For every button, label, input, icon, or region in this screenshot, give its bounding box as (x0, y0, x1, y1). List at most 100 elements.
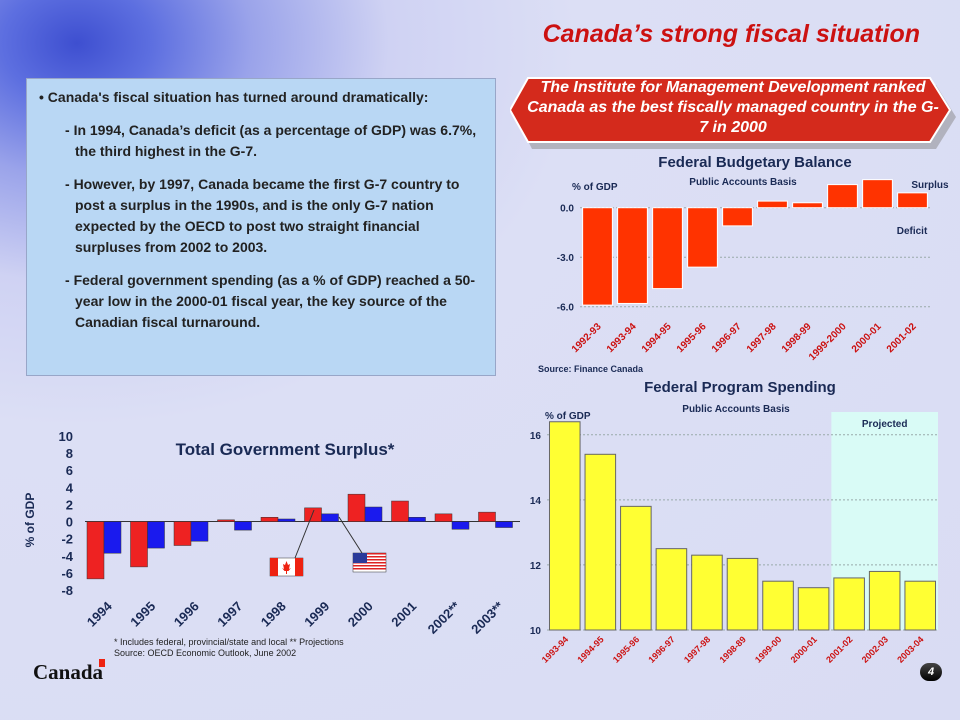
x-tick-label: 1995-96 (675, 321, 709, 355)
chart-subtitle: Public Accounts Basis (689, 177, 797, 188)
y-tick-label: 10 (59, 429, 73, 444)
bar (321, 513, 339, 522)
y-tick-label: 8 (66, 446, 73, 461)
y-tick-label: 16 (530, 431, 542, 442)
chart-title: Total Government Surplus* (176, 440, 395, 459)
subpoint: - In 1994, Canada’s deficit (as a percen… (65, 122, 477, 159)
subpoint-text: However, by 1997, Canada became the firs… (73, 176, 460, 255)
x-tick-label: 1997-98 (682, 634, 712, 664)
x-tick-label: 2001-02 (885, 321, 919, 355)
bar (304, 507, 322, 522)
total-surplus-chart: Total Government Surplus* % of GDP 10 8 6 4… (23, 429, 520, 637)
canada-flag-icon (269, 557, 304, 577)
bar (347, 493, 366, 522)
x-tick-label: 1997 (214, 599, 245, 630)
chart-subtitle: Public Accounts Basis (682, 404, 790, 415)
x-tick-label: 1995 (127, 599, 158, 630)
bar (868, 570, 901, 631)
subpoint: - Federal government spending (as a % of… (65, 272, 476, 330)
bar (862, 179, 893, 209)
x-tick-label: 1993-94 (540, 634, 570, 664)
legend-deficit: Deficit (897, 226, 928, 237)
banner-shape (510, 77, 956, 149)
bar (833, 577, 865, 631)
x-tick-label: 1999-2000 (807, 321, 849, 363)
bar (617, 207, 648, 304)
x-tick-label: 1994 (84, 598, 116, 630)
footnote-line-2: Source: OECD Economic Outlook, June 2002 (114, 648, 297, 658)
y-tick-label: -6 (61, 566, 73, 581)
bar (451, 521, 470, 530)
x-tick-label: 1993-94 (605, 321, 639, 355)
banner-text: The Institute for Management Development… (527, 79, 939, 136)
y-tick-label: 12 (530, 561, 542, 572)
y-tick-label: -2 (61, 532, 73, 547)
bar (147, 521, 165, 549)
x-tick-label: 1999-00 (753, 634, 783, 664)
y-tick-label: 14 (530, 496, 542, 507)
bar (827, 184, 858, 209)
bar (86, 521, 105, 580)
bar (234, 521, 252, 531)
x-tick-label: 2000-01 (850, 321, 884, 355)
y-axis-label: % of GDP (23, 493, 37, 548)
bar (495, 521, 513, 528)
bar (391, 500, 409, 522)
x-tick-label: 2000 (345, 599, 376, 630)
bar (762, 580, 794, 631)
x-tick-label: 2003** (468, 598, 507, 637)
x-tick-label: 1996 (171, 599, 202, 630)
bar (620, 505, 652, 631)
x-tick-label: 2002-03 (860, 634, 890, 664)
x-tick-label: 2000-01 (789, 634, 819, 664)
chart-title: Federal Program Spending (644, 379, 836, 396)
wordmark-flag-icon (99, 659, 105, 667)
summary-textbox: • Canada's fiscal situation has turned a… (26, 78, 496, 376)
y-tick-label: -3.0 (557, 253, 575, 264)
subpoint-text: Federal government spending (as a % of G… (73, 272, 476, 330)
bar (478, 511, 496, 522)
y-tick-label: -8 (61, 583, 73, 598)
bar (691, 554, 723, 631)
budgetary-balance-chart: Federal Budgetary Balance Public Account… (538, 154, 949, 374)
x-tick-label: 1998-89 (717, 634, 747, 664)
bar (173, 521, 192, 546)
canada-pointer-line (294, 509, 315, 559)
x-tick-label: 1994-95 (640, 321, 674, 355)
y-tick-label: 10 (530, 626, 542, 637)
bullet-point: • Canada's fiscal situation has turned a… (39, 89, 429, 105)
bar (584, 453, 617, 631)
bar (548, 421, 581, 631)
bar (757, 200, 788, 209)
bar (792, 202, 823, 209)
x-tick-label: 2001-02 (824, 634, 854, 664)
x-tick-label: 1992-93 (570, 321, 604, 355)
y-tick-label: -4 (61, 549, 73, 564)
us-flag-icon (352, 552, 387, 573)
x-tick-label: 1996-97 (646, 634, 676, 664)
x-tick-label: 1997-98 (745, 321, 779, 355)
y-tick-label: 4 (66, 480, 74, 495)
x-tick-label: 1996-97 (710, 321, 744, 355)
y-tick-label: 0.0 (560, 204, 574, 215)
bar (364, 506, 383, 522)
bar (797, 587, 830, 631)
y-tick-label: 2 (66, 497, 73, 512)
bar (655, 548, 688, 631)
chart-title: Federal Budgetary Balance (658, 154, 851, 171)
x-tick-label: 1999 (301, 599, 332, 630)
bar (897, 192, 928, 209)
bar (103, 521, 122, 554)
us-pointer-line (338, 516, 363, 554)
bar (582, 207, 613, 306)
bar (408, 517, 426, 522)
chart-source: Source: Finance Canada (538, 364, 644, 374)
bar (277, 518, 296, 522)
bar (217, 519, 235, 522)
bar (190, 521, 209, 542)
y-axis-label: % of GDP (545, 411, 591, 422)
x-tick-label: 1998 (258, 599, 289, 630)
x-tick-label: 2001 (388, 599, 419, 630)
canada-wordmark: Canada (33, 660, 104, 684)
bar (434, 513, 453, 522)
